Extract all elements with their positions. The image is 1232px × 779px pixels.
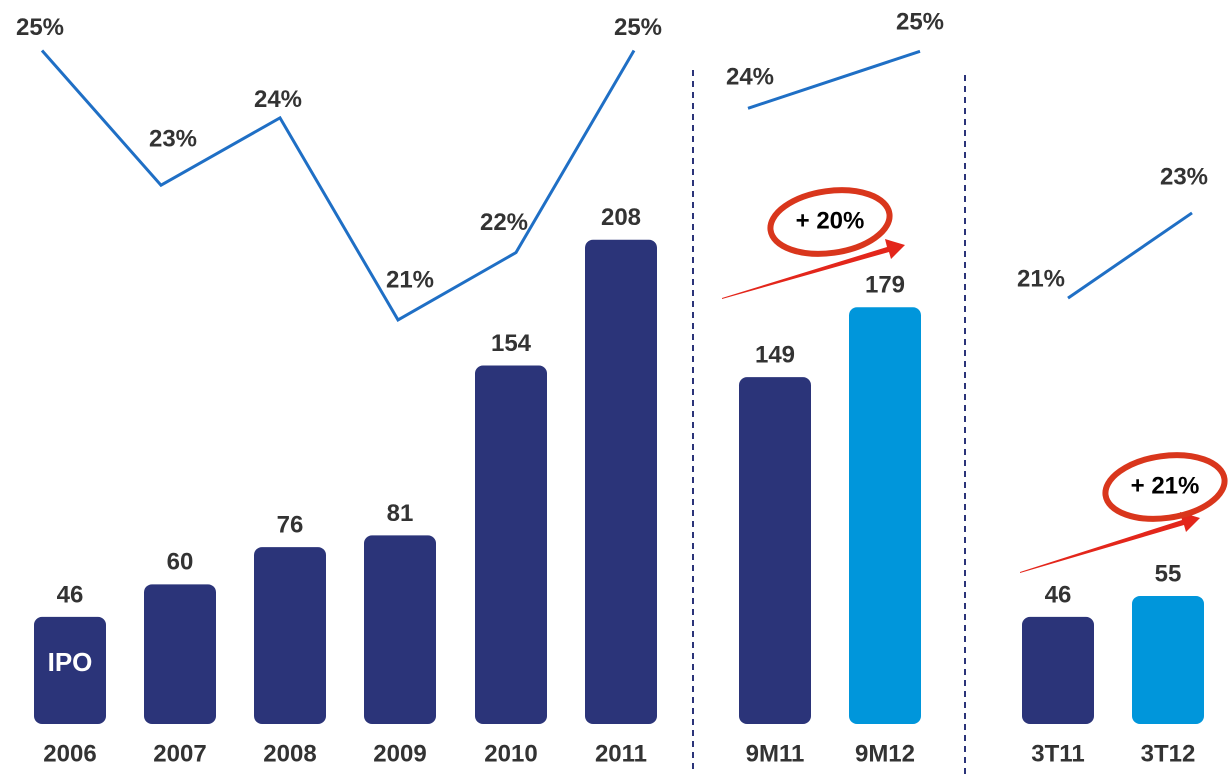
bar-value-label: 149 <box>755 341 795 368</box>
bar-value-label: 154 <box>491 330 532 357</box>
x-tick-label: 2010 <box>484 740 537 767</box>
line-value-label: 25% <box>614 14 662 41</box>
growth-label: + 21% <box>1131 472 1200 499</box>
bar-value-label: 55 <box>1155 560 1182 587</box>
line-value-label: 21% <box>1017 265 1065 292</box>
bar-value-label: 179 <box>865 272 905 299</box>
line-value-label: 23% <box>149 126 197 153</box>
bar <box>739 377 811 724</box>
line-value-label: 21% <box>386 266 434 293</box>
bar-value-label: 60 <box>167 549 194 576</box>
bar <box>585 240 657 724</box>
bar <box>364 535 436 724</box>
bar-value-label: 208 <box>601 204 641 231</box>
bar-value-label: 46 <box>1045 581 1072 608</box>
line-value-label: 22% <box>480 209 528 236</box>
line <box>42 51 634 320</box>
line-value-label: 24% <box>254 86 302 113</box>
bar-annotation: IPO <box>48 647 93 677</box>
line-value-label: 25% <box>896 9 944 36</box>
bar <box>1132 596 1204 724</box>
line <box>1068 213 1192 298</box>
bar <box>1022 617 1094 724</box>
x-tick-label: 2011 <box>595 740 647 767</box>
chart: 46 2006 60 2007 76 2008 81 2009 154 2010 208 2011 25… <box>0 0 1232 774</box>
x-tick-label: 2006 <box>43 740 96 767</box>
x-tick-label: 9M12 <box>855 740 915 767</box>
growth-label: + 20% <box>796 207 865 234</box>
x-tick-label: 9M11 <box>746 740 805 767</box>
line-value-label: 25% <box>16 14 64 41</box>
bar <box>254 547 326 724</box>
x-tick-label: 2007 <box>153 740 206 767</box>
x-tick-label: 2009 <box>373 740 426 767</box>
bar-value-label: 46 <box>57 581 84 608</box>
bar <box>849 307 921 724</box>
bar-value-label: 76 <box>277 511 304 538</box>
bar-value-label: 81 <box>387 500 414 527</box>
x-tick-label: 3T11 <box>1031 740 1084 767</box>
x-tick-label: 3T12 <box>1141 740 1196 767</box>
line-value-label: 23% <box>1160 163 1208 190</box>
line-value-label: 24% <box>726 64 774 91</box>
x-tick-label: 2008 <box>263 740 316 767</box>
bar <box>475 365 547 724</box>
bar <box>144 584 216 724</box>
